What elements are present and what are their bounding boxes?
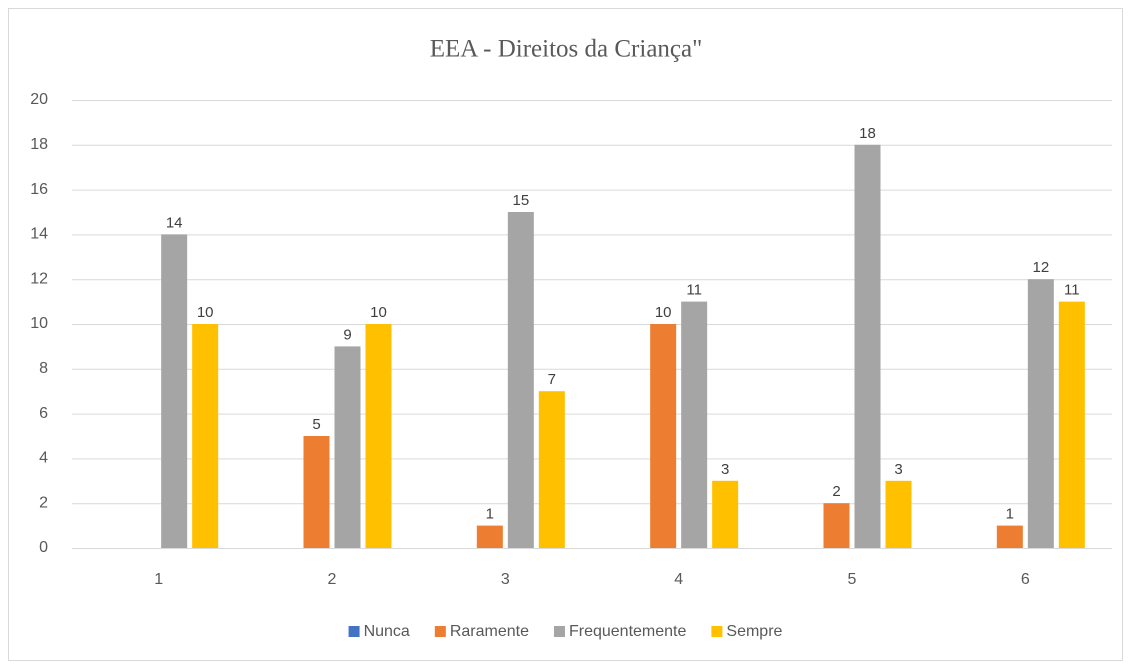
x-tick-label: 5: [848, 571, 857, 588]
data-label: 7: [548, 371, 556, 388]
bar: [303, 436, 330, 548]
data-label: 18: [859, 125, 876, 142]
legend-swatch: [348, 626, 360, 637]
y-tick-label: 20: [30, 91, 48, 108]
y-tick-label: 14: [30, 226, 48, 243]
chart-title: EEA - Direitos da Criança": [430, 36, 703, 63]
bar: [996, 525, 1023, 548]
data-label: 15: [512, 192, 529, 209]
bar: [712, 480, 739, 548]
data-label: 9: [343, 326, 351, 343]
bar: [192, 324, 219, 548]
bar: [823, 503, 850, 548]
x-tick-label: 1: [154, 571, 163, 588]
y-tick-label: 4: [39, 450, 48, 467]
data-label: 1: [1006, 506, 1014, 523]
bar: [334, 346, 361, 548]
legend-label: Sempre: [726, 623, 782, 640]
y-tick-label: 12: [30, 270, 48, 287]
bar: [885, 480, 912, 548]
legend-label: Nunca: [364, 623, 410, 640]
y-tick-label: 16: [30, 181, 48, 198]
bar: [650, 324, 677, 548]
x-tick-label: 3: [501, 571, 510, 588]
bar: [854, 144, 881, 549]
data-label: 10: [197, 304, 214, 321]
data-label: 1: [486, 506, 494, 523]
data-label: 10: [655, 304, 672, 321]
y-tick-label: 18: [30, 136, 48, 153]
bar: [681, 301, 708, 548]
data-label: 12: [1032, 259, 1049, 276]
bar: [507, 212, 534, 548]
x-tick-label: 2: [328, 571, 337, 588]
bar: [365, 324, 392, 548]
data-label: 3: [894, 461, 902, 478]
bar: [1058, 301, 1085, 548]
x-tick-label: 4: [674, 571, 683, 588]
legend-label: Raramente: [450, 623, 529, 640]
x-tick-label: 6: [1021, 571, 1030, 588]
bar: [161, 234, 188, 548]
legend-swatch: [711, 626, 723, 637]
bar: [538, 391, 565, 548]
bar: [476, 525, 503, 548]
y-tick-label: 6: [39, 405, 48, 422]
y-tick-label: 8: [39, 360, 48, 377]
bar: [1027, 279, 1054, 548]
data-label: 11: [1064, 282, 1080, 299]
legend-label: Frequentemente: [569, 623, 687, 640]
legend-swatch: [434, 626, 446, 637]
data-label: 2: [832, 483, 840, 500]
data-label: 10: [370, 304, 387, 321]
data-label: 5: [312, 416, 320, 433]
data-label: 3: [721, 461, 729, 478]
legend-swatch: [553, 626, 565, 637]
data-label: 14: [166, 214, 183, 231]
data-label: 11: [686, 282, 702, 299]
y-tick-label: 10: [30, 315, 48, 332]
y-tick-label: 0: [39, 539, 48, 556]
y-tick-label: 2: [39, 494, 48, 511]
